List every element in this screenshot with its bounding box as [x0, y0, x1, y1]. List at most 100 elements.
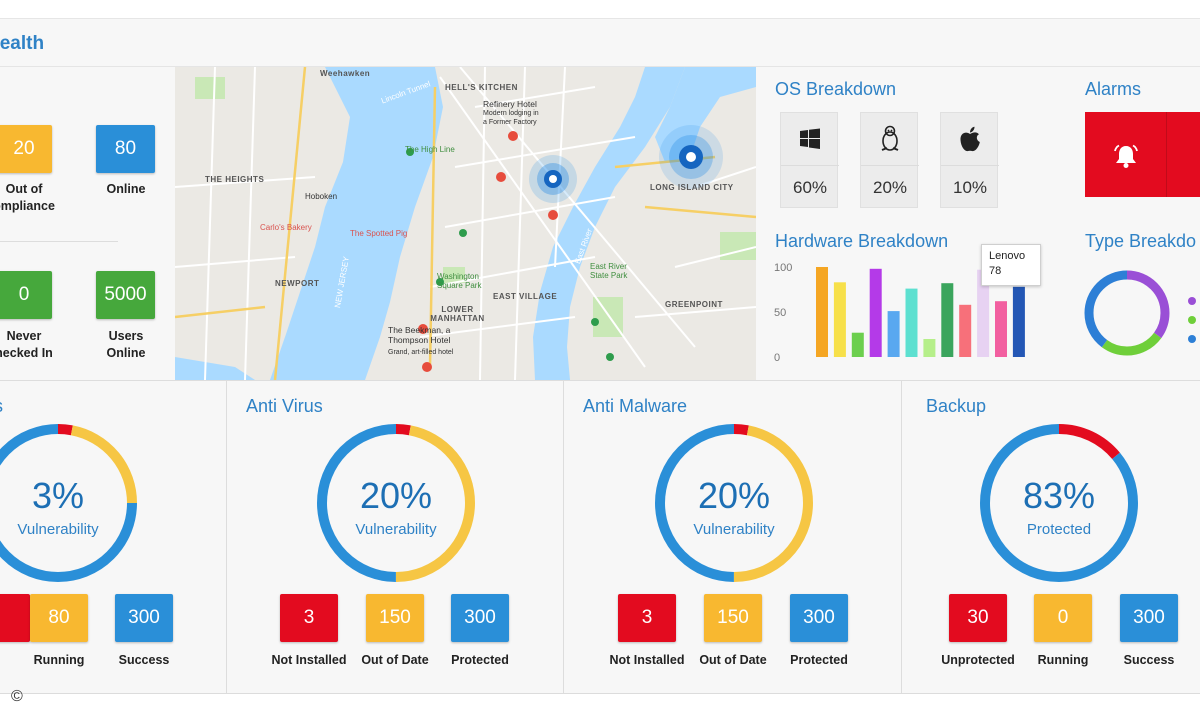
legend-dot	[1188, 316, 1196, 324]
os-card-apple[interactable]: 10%	[940, 112, 999, 208]
panel-stat-tile[interactable]: 3	[280, 594, 338, 642]
users-online-label-line1: Users	[108, 329, 144, 343]
panel-stat-tile[interactable]: 300	[790, 594, 848, 642]
panel-subtitle: Vulnerability	[355, 521, 437, 538]
panel-title: Backup	[926, 396, 987, 416]
hardware-bar[interactable]	[833, 282, 846, 357]
hardware-bar[interactable]	[816, 267, 828, 357]
map-label-the-beekman: The Beekman, a Thompson Hotel	[388, 325, 451, 345]
alarms-title: Alarms	[1085, 79, 1142, 99]
users-online-label: Users Online	[82, 328, 170, 362]
online-label: Online	[106, 182, 146, 196]
type-donut-chart	[1084, 270, 1196, 356]
panel-divider	[226, 380, 227, 693]
os-percent-windows: 60%	[781, 165, 839, 209]
os-card-windows[interactable]: 60%	[780, 112, 839, 209]
title-divider	[0, 66, 1200, 67]
map-label-refinery-hotel: Refinery Hotel	[483, 99, 537, 109]
type-breakdown-title: Type Breakdo	[1085, 231, 1197, 251]
legend-dot	[1188, 335, 1196, 343]
panel-title: Anti Malware	[583, 396, 688, 416]
donut-segment	[317, 424, 475, 582]
hardware-bar[interactable]	[923, 339, 936, 357]
never-checked-in-label-line2: hecked In	[0, 346, 53, 360]
panel-percent: 20%	[359, 475, 433, 516]
panel-donut	[655, 424, 813, 582]
panel-stat-label: Unprotected	[941, 653, 1015, 667]
linux-icon	[861, 113, 919, 165]
users-online-label-line2: Online	[106, 346, 146, 360]
panel-stat-tile[interactable]: 300	[1120, 594, 1178, 642]
panel-donut	[317, 424, 475, 582]
panel-stat-label: Out of Date	[699, 653, 767, 667]
map-canvas	[175, 67, 756, 380]
panel-stat-label: Running	[1037, 653, 1089, 667]
panel-stat-label: Out of Date	[361, 653, 429, 667]
panel-stat-label: Protected	[790, 653, 848, 667]
location-map[interactable]: Weehawken HELL'S KITCHEN Refinery Hotel …	[175, 67, 756, 380]
hardware-bar[interactable]	[851, 332, 864, 357]
hardware-bar[interactable]	[995, 301, 1007, 357]
panel-stat-tile[interactable]: 150	[704, 594, 762, 642]
donut-segment	[317, 424, 475, 582]
map-label-carlos-bakery: Carlo's Bakery	[260, 223, 312, 232]
panel-subtitle: Protected	[1026, 521, 1092, 538]
y-tick-label: 100	[774, 262, 792, 274]
panel-stat-tile[interactable]: 80	[30, 594, 88, 642]
hardware-breakdown-title: Hardware Breakdown	[775, 231, 949, 251]
map-label-hells-kitchen: HELL'S KITCHEN	[445, 83, 518, 92]
panel-subtitle: Vulnerability	[693, 521, 775, 538]
panel-stat-tile[interactable]	[0, 594, 30, 642]
map-label-east-village: EAST VILLAGE	[493, 292, 558, 301]
hardware-bar[interactable]	[887, 311, 900, 357]
dashboard-frame: Health 20 Out of ompliance 80 Online 0 N…	[0, 18, 1200, 694]
map-label-refinery-sub2: a Former Factory	[483, 119, 537, 126]
map-label-greenpoint: GREENPOINT	[665, 300, 723, 309]
out-of-compliance-label-line2: ompliance	[0, 199, 55, 213]
panel-stat-tile[interactable]: 3	[618, 594, 676, 642]
hardware-bar[interactable]	[869, 268, 882, 357]
alarm-divider	[1166, 112, 1167, 197]
panel-stat-tile[interactable]: 300	[115, 594, 173, 642]
alarm-button[interactable]	[1085, 112, 1200, 197]
donut-segment	[980, 424, 1138, 582]
panel-stat-label: Success	[1123, 653, 1175, 667]
donut-segment	[0, 424, 137, 582]
out-of-compliance-label-line1: Out of	[5, 182, 43, 196]
hardware-tooltip: Lenovo 78	[981, 244, 1041, 286]
panel-stat-tile[interactable]: 0	[1034, 594, 1092, 642]
hardware-bar[interactable]	[1012, 286, 1025, 357]
tooltip-value: 78	[989, 265, 1002, 277]
hardware-bar[interactable]	[959, 304, 972, 357]
panel-divider	[901, 380, 902, 693]
panel-stat-tile[interactable]: 150	[366, 594, 424, 642]
panel-stat-label: Success	[118, 653, 170, 667]
never-checked-in-tile[interactable]: 0	[0, 271, 52, 319]
map-label-newport: NEWPORT	[275, 279, 320, 288]
panel-donut	[0, 424, 137, 582]
panel-title: s	[0, 396, 3, 417]
panel-donut	[980, 424, 1138, 582]
type-slice[interactable]	[1084, 270, 1170, 356]
map-label-lower-manhattan: LOWER MANHATTAN	[430, 305, 485, 323]
panel-divider	[563, 380, 564, 693]
out-of-compliance-tile[interactable]: 20	[0, 125, 52, 173]
y-tick-label: 0	[774, 352, 780, 364]
copyright-mark: ©	[11, 688, 23, 705]
hardware-bar[interactable]	[977, 269, 990, 357]
type-slice[interactable]	[1084, 270, 1170, 356]
map-label-weehawken: Weehawken	[320, 69, 371, 78]
panel-stat-tile[interactable]: 300	[451, 594, 509, 642]
online-tile[interactable]: 80	[96, 125, 155, 173]
users-online-tile[interactable]: 5000	[96, 271, 155, 319]
map-label-high-line: The High Line	[405, 145, 455, 154]
panel-stat-tile[interactable]: 30	[949, 594, 1007, 642]
hardware-bar[interactable]	[905, 288, 918, 357]
panel-stat-label: Running	[33, 653, 85, 667]
page-title: Health	[0, 33, 45, 54]
panel-title: Anti Virus	[246, 396, 323, 416]
panel-percent: 83%	[1022, 475, 1096, 516]
hardware-bar[interactable]	[941, 283, 954, 357]
map-label-beekman-sub: Grand, art-filled hotel	[388, 349, 454, 356]
os-card-linux[interactable]: 20%	[860, 112, 919, 208]
